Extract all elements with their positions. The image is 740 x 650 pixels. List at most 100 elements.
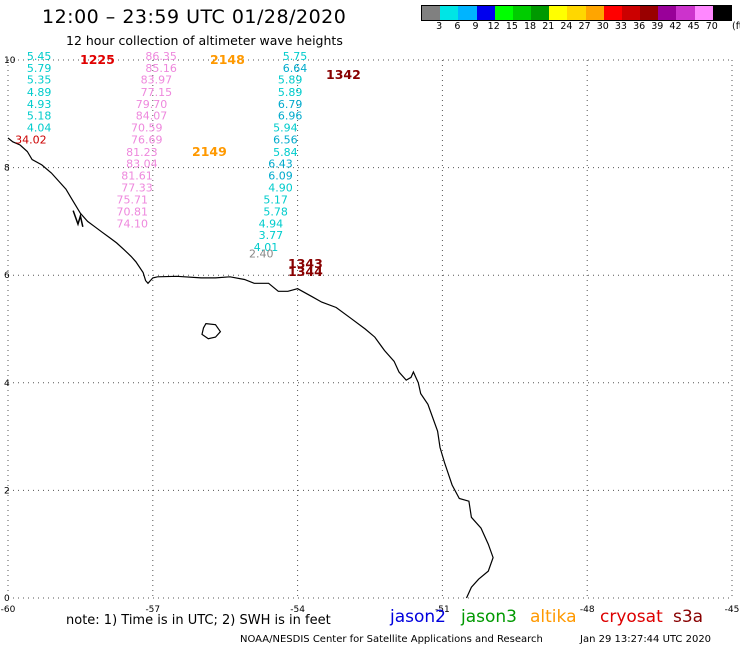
wave-height-value: 5.89 <box>278 74 303 87</box>
wave-height-value: 83.97 <box>141 74 173 87</box>
legend-swatch <box>694 6 713 20</box>
note-text: note: 1) Time is in UTC; 2) SWH is in fe… <box>66 613 331 628</box>
lon-tick-label: -60 <box>1 605 16 615</box>
legend-swatch <box>585 6 604 20</box>
timestamp-text: Jan 29 13:27:44 UTC 2020 <box>580 634 712 645</box>
legend-swatch <box>458 6 477 20</box>
wave-height-value: 5.17 <box>263 194 288 207</box>
legend-swatch <box>512 6 532 20</box>
lat-tick-label: 6 <box>4 271 10 281</box>
legend-label: 21 <box>542 21 555 32</box>
legend-swatch <box>712 6 731 20</box>
wave-height-value: 5.45 <box>27 50 52 63</box>
wave-height-value: 5.18 <box>27 110 52 123</box>
legend-swatch <box>567 6 586 20</box>
lon-tick-label: -54 <box>290 605 305 615</box>
legend-label: 3 <box>436 21 443 32</box>
lat-tick-label: 10 <box>4 56 16 66</box>
wave-height-value: 5.89 <box>278 86 303 99</box>
legend-label: 33 <box>614 21 627 32</box>
wave-height-value: 74.10 <box>117 217 149 230</box>
wave-height-value: 5.35 <box>27 74 52 87</box>
legend-swatch <box>676 6 695 20</box>
legend-swatch <box>531 6 550 20</box>
legend-label: 15 <box>505 21 518 32</box>
pass-number: 1342 <box>326 67 361 82</box>
pass-number: 1344 <box>288 264 323 279</box>
wave-height-value: 75.71 <box>117 194 149 207</box>
legend-swatch <box>422 6 441 20</box>
wave-height-value: 81.23 <box>126 146 158 159</box>
wave-height-value: 81.61 <box>121 169 153 182</box>
wave-height-value: 4.90 <box>268 181 293 194</box>
legend-label: 12 <box>487 21 500 32</box>
satellite-altika: altika <box>530 607 577 627</box>
wave-height-value: 2.40 <box>249 247 274 260</box>
wave-height-value: 86.35 <box>145 50 177 63</box>
lon-tick-label: -48 <box>580 605 595 615</box>
lat-tick-label: 8 <box>4 164 10 174</box>
legend-label: 45 <box>687 21 700 32</box>
legend-swatch <box>440 6 459 20</box>
legend-unit: (ft) <box>732 21 740 32</box>
wave-height-value: 4.94 <box>259 217 284 230</box>
legend-label: 18 <box>524 21 537 32</box>
wave-height-value: 6.56 <box>273 133 298 146</box>
legend-swatch <box>549 6 568 20</box>
legend-label: 27 <box>578 21 591 32</box>
wave-height-value: 3.77 <box>259 229 284 242</box>
wave-height-value: 6.79 <box>278 98 303 111</box>
wave-height-value: 6.43 <box>268 158 293 171</box>
satellite-jason2: jason2 <box>390 607 446 627</box>
map-subtitle: 12 hour collection of altimeter wave hei… <box>66 33 343 48</box>
legend-label: 30 <box>596 21 609 32</box>
satellite-cryosat: cryosat <box>600 607 663 627</box>
wave-height-value: 34.02 <box>15 133 47 146</box>
satellite-s3a: s3a <box>673 607 704 627</box>
wave-height-value: 6.96 <box>278 110 303 123</box>
pass-number: 2148 <box>210 52 245 67</box>
legend-label: 70 <box>705 21 718 32</box>
wave-height-value: 4.01 <box>254 241 279 254</box>
map-title: 12:00 – 23:59 UTC 01/28/2020 <box>42 6 347 28</box>
lat-tick-label: 4 <box>4 379 10 389</box>
wave-height-value: 83.04 <box>126 158 158 171</box>
lon-tick-label: -51 <box>435 605 450 615</box>
lon-tick-label: -45 <box>725 605 740 615</box>
legend-label: 36 <box>633 21 646 32</box>
wave-height-value: 84.07 <box>136 110 168 123</box>
wave-height-value: 4.89 <box>27 86 52 99</box>
legend-label: 6 <box>454 21 461 32</box>
legend-swatch <box>621 6 641 20</box>
lat-tick-label: 0 <box>4 594 10 604</box>
color-legend <box>421 5 732 21</box>
wave-height-value: 4.04 <box>27 122 52 135</box>
wave-height-value: 5.79 <box>27 62 52 75</box>
wave-height-value: 76.69 <box>131 133 163 146</box>
wave-height-value: 6.64 <box>283 62 308 75</box>
wave-height-value: 5.84 <box>273 146 298 159</box>
pass-number: 2149 <box>192 144 227 159</box>
legend-label: 42 <box>669 21 682 32</box>
pass-number: 1225 <box>80 52 115 67</box>
legend-label: 9 <box>472 21 479 32</box>
wave-height-value: 5.75 <box>283 50 308 63</box>
coastline <box>7 137 494 599</box>
lon-tick-label: -57 <box>145 605 160 615</box>
satellite-jason3: jason3 <box>461 607 517 627</box>
legend-swatch <box>476 6 495 20</box>
wave-height-value: 70.81 <box>117 206 149 219</box>
credit-text: NOAA/NESDIS Center for Satellite Applica… <box>240 634 543 645</box>
wave-height-value: 5.94 <box>273 122 298 135</box>
legend-swatch <box>658 6 677 20</box>
legend-label: 39 <box>651 21 664 32</box>
legend-swatch <box>494 6 513 20</box>
island <box>201 322 222 340</box>
wave-height-value: 85.16 <box>145 62 177 75</box>
wave-height-value: 77.15 <box>141 86 173 99</box>
pass-number: 1343 <box>288 256 323 271</box>
wave-height-value: 4.93 <box>27 98 52 111</box>
wave-height-value: 77.33 <box>121 181 153 194</box>
